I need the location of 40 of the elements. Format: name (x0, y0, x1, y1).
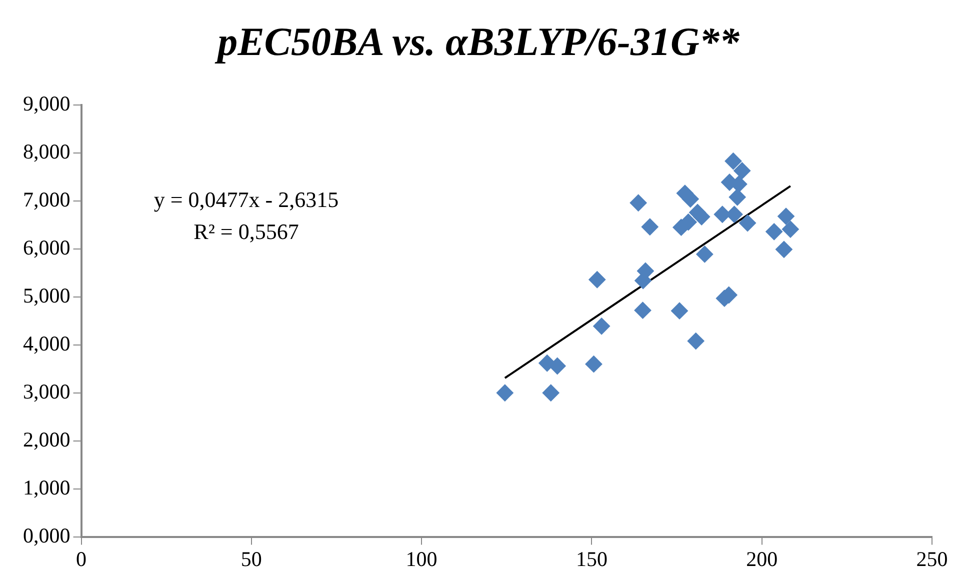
x-tick-label: 100 (406, 546, 438, 571)
point (778, 208, 795, 225)
annotation: y = 0,0477x - 2,6315 (154, 187, 339, 212)
point (542, 384, 560, 402)
y-tick-label: 6,000 (23, 235, 70, 260)
point (593, 318, 610, 335)
point (496, 384, 514, 402)
chart-title: pEC50BA vs. αB3LYP/6-31G** (214, 18, 740, 65)
point (671, 302, 688, 320)
x-tick-label: 0 (76, 546, 86, 571)
point (693, 208, 710, 226)
y-tick-label: 8,000 (23, 139, 70, 164)
point (766, 223, 783, 240)
point (585, 356, 602, 373)
y-tick-label: 4,000 (23, 331, 70, 356)
point (734, 162, 751, 180)
point (728, 188, 746, 206)
y-tick-label: 2,000 (23, 427, 70, 452)
point (696, 246, 714, 263)
point (782, 220, 799, 238)
y-tick-label: 7,000 (23, 187, 70, 212)
y-tick-label: 3,000 (23, 379, 70, 404)
point (548, 358, 566, 374)
point (724, 152, 742, 170)
point (588, 271, 606, 288)
point (687, 332, 704, 350)
point (775, 240, 792, 258)
y-tick-label: 5,000 (23, 283, 70, 308)
y-tick-label: 0,000 (23, 523, 70, 548)
point (739, 214, 756, 232)
x-tick-label: 150 (576, 546, 608, 571)
point (634, 302, 652, 319)
x-tick-label: 50 (240, 546, 262, 571)
x-tick-label: 250 (916, 546, 948, 571)
annotation: R² = 0,5567 (194, 219, 299, 244)
point (630, 194, 647, 212)
x-tick-label: 200 (746, 546, 778, 571)
y-tick-label: 9,000 (23, 92, 70, 116)
y-tick-label: 1,000 (23, 475, 70, 500)
point (641, 218, 658, 236)
